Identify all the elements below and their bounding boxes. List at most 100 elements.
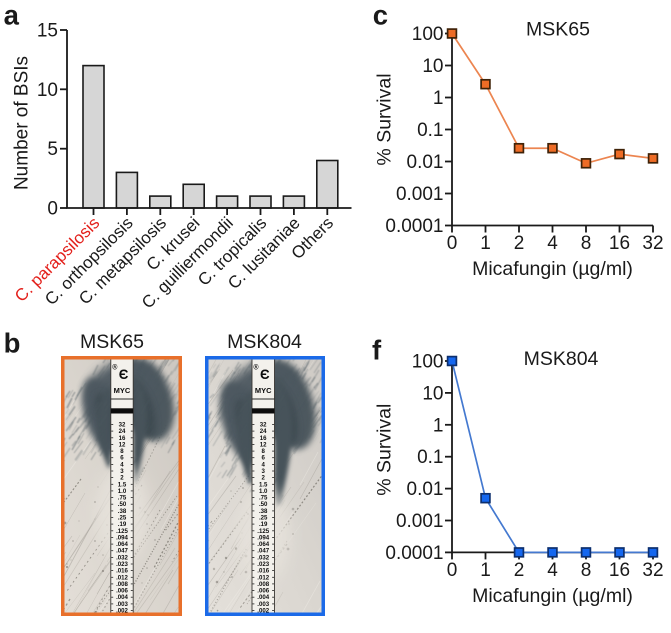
svg-text:10: 10 — [37, 80, 58, 101]
svg-text:0.0001: 0.0001 — [385, 216, 443, 237]
svg-text:.38: .38 — [259, 508, 268, 515]
svg-text:.004: .004 — [116, 594, 128, 601]
svg-text:b: b — [4, 328, 21, 359]
svg-text:10: 10 — [422, 383, 443, 404]
svg-text:c: c — [373, 0, 388, 31]
svg-text:Є: Є — [260, 367, 270, 382]
svg-text:.016: .016 — [116, 568, 128, 575]
svg-text:MYC: MYC — [255, 386, 272, 395]
svg-text:a: a — [4, 0, 20, 31]
svg-text:0.01: 0.01 — [407, 152, 444, 173]
svg-text:MSK804: MSK804 — [227, 331, 302, 353]
svg-text:.004: .004 — [257, 594, 269, 601]
svg-text:.19: .19 — [259, 521, 268, 528]
svg-text:16: 16 — [260, 435, 267, 442]
svg-text:8: 8 — [120, 448, 124, 455]
svg-text:.19: .19 — [118, 521, 127, 528]
svg-text:MSK804: MSK804 — [524, 348, 599, 370]
svg-text:.006: .006 — [257, 588, 269, 595]
svg-text:.125: .125 — [116, 528, 128, 535]
svg-text:Micafungin (µg/ml): Micafungin (µg/ml) — [472, 585, 633, 607]
svg-text:1: 1 — [433, 415, 444, 436]
svg-text:.75: .75 — [259, 495, 268, 502]
svg-text:% Survival: % Survival — [374, 73, 396, 165]
svg-text:24: 24 — [119, 428, 126, 435]
svg-text:.064: .064 — [257, 541, 269, 548]
svg-text:.008: .008 — [116, 581, 128, 588]
svg-text:1.0: 1.0 — [118, 488, 127, 495]
svg-text:.003: .003 — [257, 601, 269, 608]
svg-text:15: 15 — [37, 21, 58, 42]
svg-text:.047: .047 — [257, 548, 269, 555]
svg-text:8: 8 — [581, 233, 592, 254]
svg-text:1.5: 1.5 — [259, 481, 268, 488]
svg-text:0.001: 0.001 — [396, 184, 444, 205]
svg-text:2: 2 — [262, 475, 266, 482]
svg-text:32: 32 — [119, 422, 126, 429]
svg-text:0.001: 0.001 — [396, 511, 444, 532]
svg-text:0.01: 0.01 — [407, 479, 444, 500]
svg-text:1: 1 — [480, 560, 491, 581]
svg-text:.003: .003 — [116, 601, 128, 608]
svg-text:.012: .012 — [116, 574, 128, 581]
svg-text:32: 32 — [260, 422, 267, 429]
svg-text:Micafungin (µg/ml): Micafungin (µg/ml) — [472, 258, 633, 280]
svg-text:6: 6 — [120, 455, 124, 462]
svg-text:.25: .25 — [259, 515, 268, 522]
svg-text:.047: .047 — [116, 548, 128, 555]
svg-text:0: 0 — [447, 233, 458, 254]
svg-text:.006: .006 — [116, 588, 128, 595]
svg-text:8: 8 — [262, 448, 266, 455]
svg-text:32: 32 — [642, 233, 663, 254]
svg-text:.032: .032 — [257, 554, 269, 561]
svg-text:4: 4 — [547, 233, 558, 254]
svg-text:.023: .023 — [116, 561, 128, 568]
svg-text:16: 16 — [119, 435, 126, 442]
svg-text:3: 3 — [262, 468, 266, 475]
svg-text:.002: .002 — [116, 608, 128, 615]
svg-text:®: ® — [253, 364, 259, 372]
svg-text:.38: .38 — [118, 508, 127, 515]
svg-text:.125: .125 — [257, 528, 269, 535]
svg-text:0.1: 0.1 — [417, 447, 443, 468]
svg-text:0: 0 — [47, 199, 58, 220]
svg-text:1: 1 — [433, 88, 444, 109]
svg-text:f: f — [372, 334, 382, 365]
svg-text:12: 12 — [260, 441, 267, 448]
svg-text:16: 16 — [609, 233, 630, 254]
svg-text:4: 4 — [262, 461, 266, 468]
svg-text:.094: .094 — [116, 534, 128, 541]
svg-text:4: 4 — [547, 560, 558, 581]
svg-text:24: 24 — [260, 428, 267, 435]
svg-text:.094: .094 — [257, 534, 269, 541]
svg-text:MSK65: MSK65 — [526, 19, 590, 41]
svg-text:1: 1 — [480, 233, 491, 254]
svg-text:.75: .75 — [118, 495, 127, 502]
svg-text:2: 2 — [514, 560, 525, 581]
svg-text:12: 12 — [119, 441, 126, 448]
svg-text:.016: .016 — [257, 568, 269, 575]
svg-text:0.1: 0.1 — [417, 120, 443, 141]
svg-text:5: 5 — [47, 139, 58, 160]
svg-text:2: 2 — [120, 475, 124, 482]
svg-text:Number of BSIs: Number of BSIs — [12, 56, 33, 190]
svg-text:.008: .008 — [257, 581, 269, 588]
svg-text:1.0: 1.0 — [259, 488, 268, 495]
svg-text:0: 0 — [447, 560, 458, 581]
svg-text:®: ® — [112, 364, 118, 372]
svg-text:MYC: MYC — [114, 386, 131, 395]
svg-text:.012: .012 — [257, 574, 269, 581]
svg-text:% Survival: % Survival — [374, 404, 396, 496]
svg-text:MSK65: MSK65 — [80, 331, 144, 353]
svg-text:100: 100 — [412, 24, 444, 45]
svg-text:.25: .25 — [118, 515, 127, 522]
svg-text:.50: .50 — [259, 501, 268, 508]
svg-text:Є: Є — [119, 367, 129, 382]
svg-text:.064: .064 — [116, 541, 128, 548]
svg-text:.002: .002 — [257, 608, 269, 615]
svg-text:2: 2 — [514, 233, 525, 254]
svg-text:6: 6 — [262, 455, 266, 462]
svg-text:3: 3 — [120, 468, 124, 475]
svg-text:.50: .50 — [118, 501, 127, 508]
svg-text:.023: .023 — [257, 561, 269, 568]
